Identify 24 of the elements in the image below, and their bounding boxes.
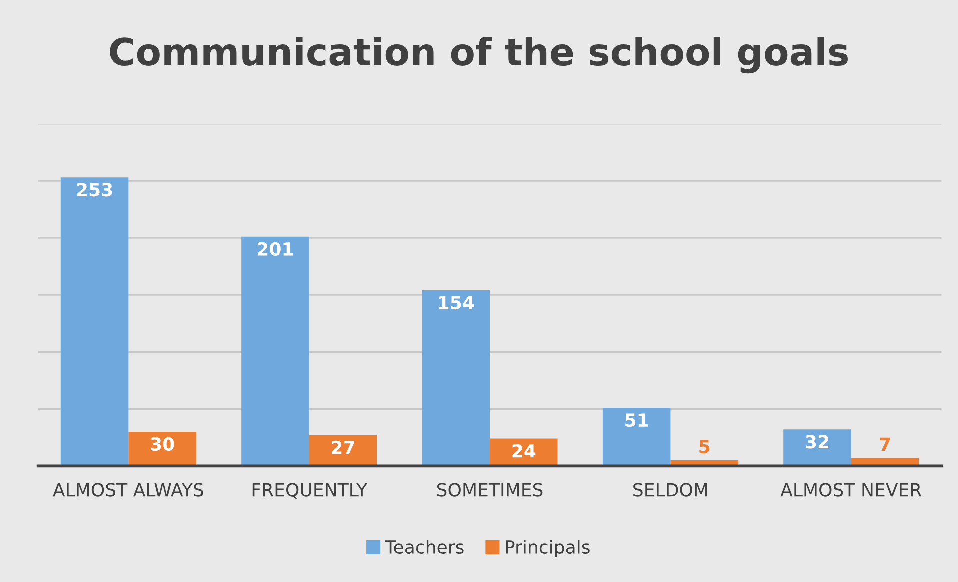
legend-label: Principals xyxy=(506,540,590,558)
bar xyxy=(60,178,129,466)
bar xyxy=(784,430,852,466)
x-tick-label: FREQUENTLY xyxy=(252,483,368,499)
data-label: 5 xyxy=(700,440,710,454)
bar xyxy=(422,290,490,466)
data-label: 32 xyxy=(806,435,828,449)
bar xyxy=(128,432,196,466)
x-tick-label: SELDOM xyxy=(634,483,708,497)
x-tick-label: ALMOST NEVER xyxy=(780,483,922,497)
data-label: 7 xyxy=(880,438,890,452)
bar xyxy=(602,408,671,466)
data-label: 201 xyxy=(258,242,294,256)
data-label: 253 xyxy=(77,183,112,197)
x-tick-label: ALMOST ALWAYS xyxy=(53,483,204,497)
bar xyxy=(242,236,310,466)
chart-title: Communication of the school goals xyxy=(110,36,848,74)
x-tick-label: SOMETIMES xyxy=(437,483,543,497)
data-label: 154 xyxy=(439,296,474,310)
data-label: 27 xyxy=(332,440,354,454)
legend-label: Teachers xyxy=(385,540,464,554)
data-label: 51 xyxy=(626,414,648,428)
data-label: 24 xyxy=(512,444,536,458)
data-label: 30 xyxy=(151,437,174,452)
